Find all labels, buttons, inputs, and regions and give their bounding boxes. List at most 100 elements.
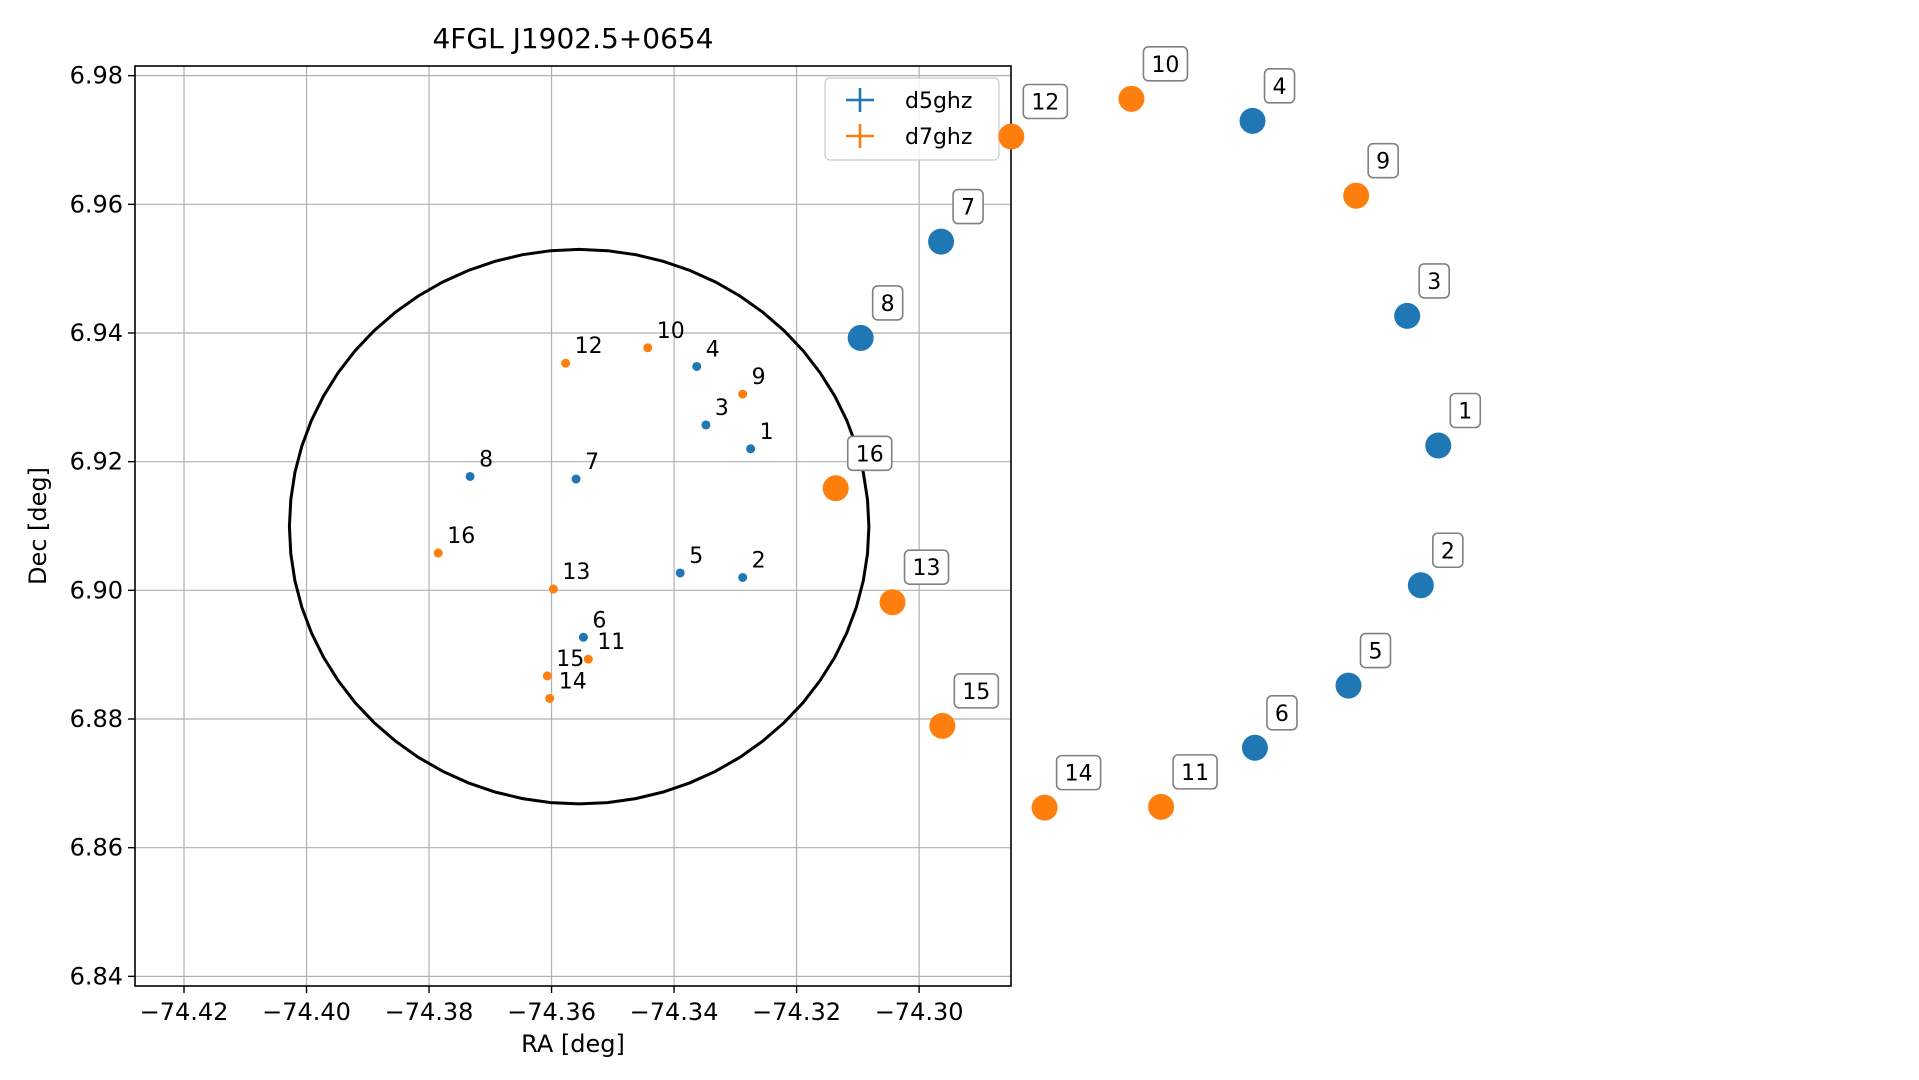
map-label-box-8 <box>871 285 904 321</box>
y-axis-label: Dec [deg] <box>24 467 52 585</box>
map-label-box-15 <box>953 673 1000 709</box>
map-label-box-14 <box>1055 754 1102 791</box>
x-tick-label: −74.40 <box>262 998 351 1026</box>
source-label-5: 5 <box>689 544 703 569</box>
map-label-box-2 <box>1432 532 1464 569</box>
map-label-8: 8 <box>881 292 895 317</box>
source-point-4 <box>692 361 702 371</box>
map-point-6 <box>1241 734 1268 761</box>
source-point-1 <box>746 444 756 454</box>
source-point-10 <box>643 343 653 353</box>
legend-label-d7ghz: d7ghz <box>905 125 972 150</box>
y-tick-label: 6.84 <box>70 962 123 990</box>
legend-label-d5ghz: d5ghz <box>905 89 972 114</box>
map-label-box-3 <box>1418 263 1451 299</box>
map-label-box-7 <box>952 188 984 225</box>
error-ellipse <box>287 247 871 806</box>
map-label-13: 13 <box>913 556 941 581</box>
map-label-box-12 <box>1022 83 1069 120</box>
map-label-box-1 <box>1449 392 1482 429</box>
source-label-15: 15 <box>556 647 584 672</box>
y-tick-label: 6.96 <box>70 190 123 218</box>
chart-title: 4FGL J1902.5+0654 <box>432 22 713 55</box>
map-label-12: 12 <box>1031 91 1059 116</box>
x-tick-label: −74.32 <box>752 998 841 1026</box>
map-point-12 <box>998 123 1025 150</box>
source-point-3 <box>701 420 711 430</box>
map-label-7: 7 <box>961 196 975 221</box>
map-label-15: 15 <box>962 680 990 705</box>
source-label-10: 10 <box>657 319 685 344</box>
source-label-1: 1 <box>760 420 774 445</box>
y-tick-label: 6.92 <box>70 448 123 476</box>
map-label-3: 3 <box>1427 270 1441 295</box>
source-label-3: 3 <box>715 396 729 421</box>
map-label-2: 2 <box>1441 539 1455 564</box>
x-axis-label: RA [deg] <box>521 1030 625 1058</box>
source-point-13 <box>548 584 558 594</box>
source-point-2 <box>738 572 748 582</box>
source-point-14 <box>545 693 555 703</box>
plot-frame <box>134 65 1012 987</box>
y-tick-label: 6.94 <box>70 319 123 347</box>
ellipse-outline <box>287 247 871 806</box>
source-label-6: 6 <box>592 608 606 633</box>
map-point-11 <box>1148 793 1175 820</box>
map-label-box-16 <box>846 435 893 472</box>
map-label-5: 5 <box>1368 640 1382 665</box>
map-point-1 <box>1425 432 1452 459</box>
source-point-16 <box>433 548 443 558</box>
x-tick-label: −74.42 <box>140 998 229 1026</box>
x-tick-label: −74.36 <box>507 998 596 1026</box>
map-label-box-6 <box>1266 694 1298 731</box>
source-label-14: 14 <box>559 669 587 694</box>
source-point-9 <box>738 389 748 399</box>
source-point-7 <box>571 474 581 484</box>
y-tick-label: 6.90 <box>70 576 123 604</box>
source-point-6 <box>578 632 588 642</box>
y-tick-label: 6.88 <box>70 705 123 733</box>
source-point-5 <box>675 568 685 578</box>
map-label-box-10 <box>1142 46 1189 82</box>
legend: d5ghz d7ghz <box>824 77 1000 161</box>
map-label-1: 1 <box>1458 400 1472 425</box>
source-label-16: 16 <box>447 524 475 549</box>
map-point-3 <box>1394 302 1421 329</box>
map-label-box-11 <box>1172 754 1218 790</box>
source-label-9: 9 <box>752 365 766 390</box>
x-tick-label: −74.38 <box>385 998 474 1026</box>
map-point-8 <box>847 324 874 351</box>
source-label-8: 8 <box>479 447 493 472</box>
map-point-4 <box>1239 107 1266 134</box>
source-label-4: 4 <box>706 337 720 362</box>
map-point-14 <box>1031 794 1058 821</box>
source-point-8 <box>465 471 475 481</box>
source-point-15 <box>542 671 552 681</box>
map-point-7 <box>928 228 955 255</box>
source-label-2: 2 <box>752 548 766 573</box>
map-point-9 <box>1343 182 1370 209</box>
map-point-13 <box>879 589 906 616</box>
map-label-11: 11 <box>1181 761 1209 786</box>
map-label-box-9 <box>1367 142 1399 179</box>
map-point-10 <box>1118 85 1145 112</box>
map-label-4: 4 <box>1273 75 1287 100</box>
source-label-13: 13 <box>562 560 590 585</box>
map-point-16 <box>822 475 849 502</box>
map-label-box-4 <box>1263 68 1296 104</box>
map-label-9: 9 <box>1376 150 1390 175</box>
source-label-11: 11 <box>597 630 625 655</box>
map-point-5 <box>1335 672 1362 699</box>
x-tick-label: −74.34 <box>630 998 719 1026</box>
map-label-6: 6 <box>1275 702 1289 727</box>
y-tick-label: 6.98 <box>70 62 123 90</box>
source-label-12: 12 <box>575 334 603 359</box>
source-point-11 <box>583 654 593 664</box>
axis-ticks: −74.42 −74.40 −74.38 −74.36 −74.34 −74.32 −74.… <box>70 62 964 1026</box>
map-point-15 <box>929 712 956 739</box>
y-tick-label: 6.86 <box>70 834 123 862</box>
x-tick-label: −74.30 <box>875 998 964 1026</box>
